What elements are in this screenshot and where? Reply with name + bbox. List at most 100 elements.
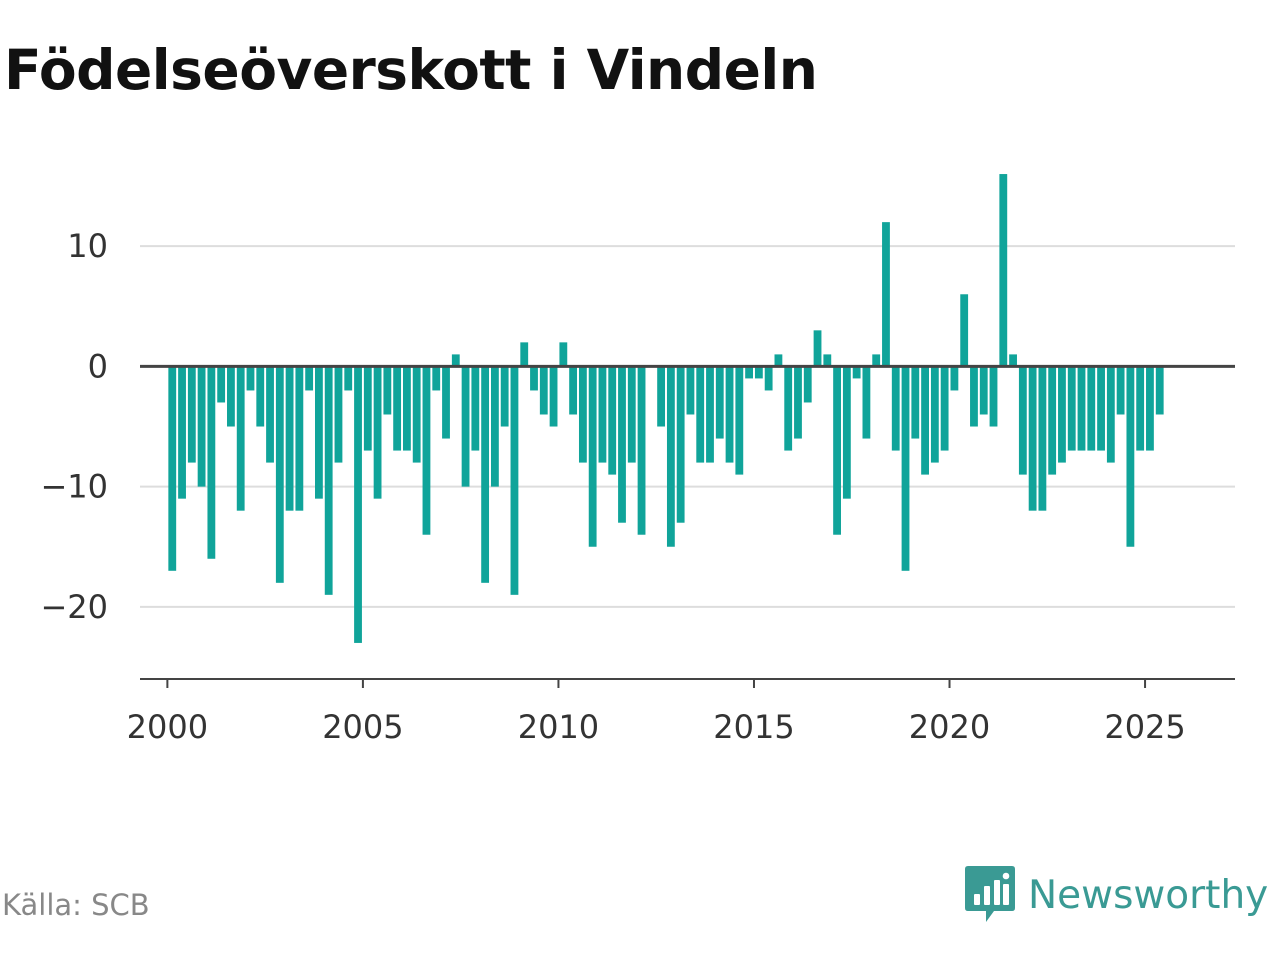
bar (764, 366, 773, 391)
bar (559, 342, 568, 367)
bar (432, 366, 441, 391)
bar (285, 366, 294, 511)
bar (481, 366, 490, 583)
bar (725, 366, 734, 463)
bar (842, 366, 851, 499)
y-tick-label: −20 (40, 588, 108, 626)
y-tick-label: −10 (40, 468, 108, 506)
bar (187, 366, 196, 463)
bar (578, 366, 587, 463)
bar (383, 366, 392, 415)
bar (598, 366, 607, 463)
bar (588, 366, 597, 547)
bar (735, 366, 744, 475)
bar (246, 366, 255, 391)
bar (324, 366, 333, 595)
bar (539, 366, 548, 415)
bar (989, 366, 998, 427)
bar (354, 366, 362, 643)
bar (266, 366, 274, 463)
bar (823, 354, 832, 367)
bar (1067, 366, 1076, 451)
bar (403, 366, 411, 451)
bar (217, 366, 226, 403)
bar (305, 366, 314, 391)
bar (1018, 366, 1027, 475)
bar (569, 366, 578, 415)
bar (862, 366, 871, 439)
y-tick-label: 0 (88, 347, 108, 385)
bar (275, 366, 284, 583)
bar (970, 366, 978, 427)
x-tick-label: 2010 (518, 708, 599, 746)
brand: Newsworthy (964, 864, 1268, 926)
bars (168, 174, 1164, 643)
bar (891, 366, 900, 451)
bar (1077, 366, 1086, 451)
bar (1146, 366, 1154, 451)
bar (490, 366, 499, 487)
bar (1116, 366, 1125, 415)
source-label: Källa: SCB (2, 888, 150, 922)
bar (1106, 366, 1115, 463)
bar (1048, 366, 1057, 475)
bar (754, 366, 763, 379)
bar (510, 366, 519, 595)
bar (1087, 366, 1096, 451)
bar (1136, 366, 1145, 451)
bar (666, 366, 675, 547)
bar (373, 366, 382, 499)
bar (833, 366, 841, 535)
bar (1009, 354, 1017, 367)
bar (637, 366, 646, 535)
bar (1155, 366, 1164, 415)
bar (686, 366, 695, 415)
bar (412, 366, 421, 463)
bar (803, 366, 812, 403)
bar (921, 366, 929, 475)
x-tick-label: 2015 (713, 708, 794, 746)
bar (207, 366, 216, 559)
bar (530, 366, 538, 391)
bar (549, 366, 558, 427)
bar (393, 366, 402, 451)
bar (911, 366, 920, 439)
bar (471, 366, 480, 451)
tick-labels: 10 0 −10 −20 2000 2005 2010 2015 2020 2025 (40, 227, 1185, 746)
bar (960, 294, 969, 367)
bar (168, 366, 177, 571)
bar (500, 366, 509, 427)
bar (627, 366, 636, 463)
bar (696, 366, 705, 463)
bar (1097, 366, 1105, 451)
bar (706, 366, 714, 463)
bar (882, 222, 890, 367)
x-tick-label: 2000 (127, 708, 208, 746)
bar (197, 366, 206, 487)
y-tick-label: 10 (67, 227, 108, 265)
bar (256, 366, 265, 427)
bar (461, 366, 470, 487)
bar (930, 366, 939, 463)
newsworthy-logo-icon (965, 866, 1015, 922)
bar (794, 366, 802, 439)
bar (315, 366, 323, 499)
bar (608, 366, 617, 475)
bar (657, 366, 666, 427)
bar (745, 366, 753, 379)
x-tick-label: 2020 (909, 708, 990, 746)
bar (676, 366, 685, 523)
bar (520, 342, 529, 367)
bar (940, 366, 949, 451)
bar (999, 174, 1008, 367)
chart-title: Födelseöverskott i Vindeln (4, 38, 818, 102)
brand-name: Newsworthy (1028, 872, 1269, 918)
bar (784, 366, 793, 451)
bar (442, 366, 450, 439)
bar (344, 366, 353, 391)
x-tick-label: 2005 (322, 708, 403, 746)
bar (363, 366, 372, 451)
bar (422, 366, 431, 535)
axes (140, 364, 1235, 688)
